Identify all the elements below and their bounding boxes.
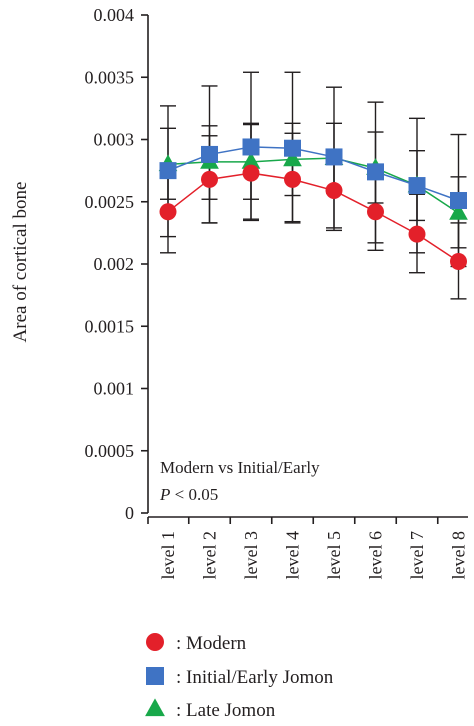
data-point (242, 164, 260, 182)
y-tick-label: 0.004 (94, 5, 135, 25)
legend: : Modern : Initial/Early Jomon : Late Jomo… (145, 633, 334, 721)
annotation-line-2: P < 0.05 (159, 485, 218, 504)
data-point (159, 203, 177, 221)
y-tick-label: 0.0005 (85, 441, 135, 461)
data-point (325, 148, 343, 166)
x-tick-label: level 6 (366, 531, 386, 579)
data-point (201, 145, 218, 163)
x-tick-label: level 7 (407, 531, 427, 579)
annotation-line-1: Modern vs Initial/Early (160, 458, 320, 477)
x-tick-label: level 2 (200, 531, 220, 579)
annotation-p-symbol: P (159, 485, 170, 504)
data-point (450, 253, 467, 271)
annotation: Modern vs Initial/Early P < 0.05 (159, 458, 320, 504)
legend-label: : Initial/Early Jomon (176, 667, 334, 688)
plot-area (158, 71, 468, 300)
data-point (408, 225, 426, 243)
data-point (449, 202, 468, 220)
y-tick-label: 0.0035 (85, 67, 135, 87)
x-tick-label: level 1 (158, 531, 178, 579)
axes: 0 0.0005 0.001 0.0015 0.002 0.0025 0.003 0.0035… (85, 5, 469, 579)
y-tick-label: 0.0025 (85, 192, 135, 212)
x-tick-label: level 4 (283, 531, 303, 579)
data-point (159, 162, 177, 180)
data-point (367, 163, 384, 181)
legend-label: : Modern (176, 633, 247, 654)
y-tick-label: 0.0015 (85, 316, 135, 336)
legend-marker (146, 667, 164, 685)
y-tick-label: 0.003 (94, 130, 135, 150)
data-point (450, 192, 467, 210)
data-point (408, 177, 426, 195)
data-point (325, 182, 343, 200)
data-point (283, 149, 302, 167)
y-tick-label: 0.002 (94, 254, 135, 274)
x-tick-label: level 3 (241, 531, 261, 579)
y-tick-label: 0 (125, 503, 134, 523)
y-tick-label: 0.001 (94, 379, 135, 399)
data-point (284, 139, 301, 157)
data-point (284, 170, 301, 188)
legend-marker (146, 633, 164, 651)
legend-label: : Late Jomon (176, 700, 276, 721)
x-tick-label: level 5 (324, 531, 344, 579)
x-tick-label: level 8 (449, 531, 469, 579)
data-point (201, 170, 218, 188)
data-point (367, 203, 384, 221)
data-point (242, 138, 260, 156)
annotation-p-value: < 0.05 (170, 485, 218, 504)
data-point (241, 151, 261, 169)
legend-marker (145, 698, 165, 717)
y-axis-title: Area of cortical bone (10, 182, 31, 343)
